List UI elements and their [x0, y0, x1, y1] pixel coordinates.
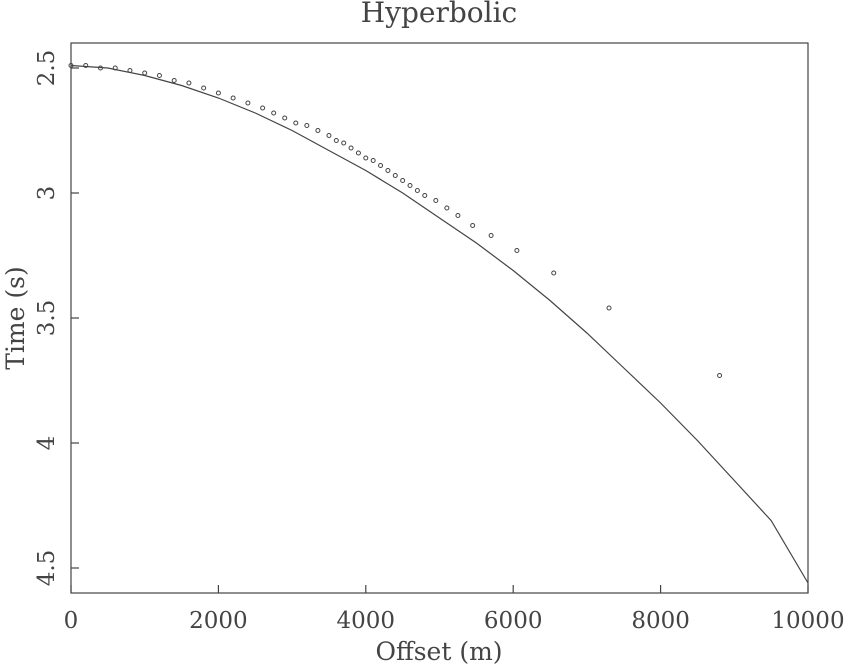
y-tick-label: 3.5	[34, 300, 60, 337]
data-point	[304, 123, 310, 128]
data-point	[333, 138, 339, 143]
data-point	[186, 80, 192, 86]
data-point	[127, 68, 133, 73]
data-point	[378, 163, 384, 168]
y-tick-label: 4.5	[34, 550, 60, 587]
data-point	[97, 65, 103, 71]
x-tick-label: 4000	[337, 608, 396, 634]
data-point	[282, 115, 288, 121]
data-point	[230, 95, 236, 101]
data-point	[112, 65, 118, 71]
data-point	[422, 193, 428, 198]
x-axis-label: Offset (m)	[375, 637, 502, 666]
data-point	[293, 120, 299, 126]
data-point	[201, 85, 207, 91]
y-tick-label: 3	[34, 186, 60, 201]
data-point	[400, 178, 406, 183]
data-point	[348, 145, 354, 151]
data-point	[414, 188, 420, 193]
data-point	[355, 150, 361, 156]
data-point	[260, 105, 266, 111]
x-tick-label: 10000	[771, 608, 844, 634]
x-tick-label: 0	[64, 608, 79, 634]
data-point	[551, 270, 557, 276]
data-point	[142, 70, 148, 76]
data-point	[326, 133, 332, 138]
data-point	[433, 198, 439, 203]
data-point	[606, 305, 612, 311]
plot-series	[68, 63, 809, 584]
y-tick-label: 4	[34, 436, 60, 451]
plot-frame	[70, 42, 809, 594]
data-point	[717, 373, 723, 378]
data-point	[83, 63, 89, 68]
data-point	[341, 140, 347, 146]
x-tick-label: 6000	[484, 608, 543, 634]
data-point	[315, 128, 321, 133]
data-point	[370, 158, 376, 163]
data-point	[470, 223, 476, 228]
data-point	[455, 213, 461, 218]
y-tick-label: 2.5	[34, 50, 60, 87]
data-point	[488, 233, 494, 238]
data-point	[171, 78, 177, 83]
curve-line	[70, 64, 809, 584]
data-point	[156, 73, 162, 78]
data-point	[245, 100, 251, 106]
data-point	[363, 155, 369, 161]
data-point	[68, 63, 74, 68]
data-point	[444, 205, 450, 211]
data-point	[514, 248, 520, 253]
data-point	[215, 90, 221, 96]
y-axis-ticks: 2.5 3 3.5 4 4.5	[34, 50, 79, 587]
chart-title: Hyperbolic	[361, 0, 518, 29]
y-axis-label: Time (s)	[1, 266, 30, 369]
data-point	[392, 173, 398, 178]
data-point	[271, 110, 277, 116]
x-axis-ticks: 0 2000 4000 6000 8000 10000	[64, 585, 845, 634]
data-point	[385, 168, 391, 173]
x-tick-label: 2000	[189, 608, 248, 634]
x-tick-label: 8000	[631, 608, 690, 634]
data-point	[407, 183, 413, 188]
